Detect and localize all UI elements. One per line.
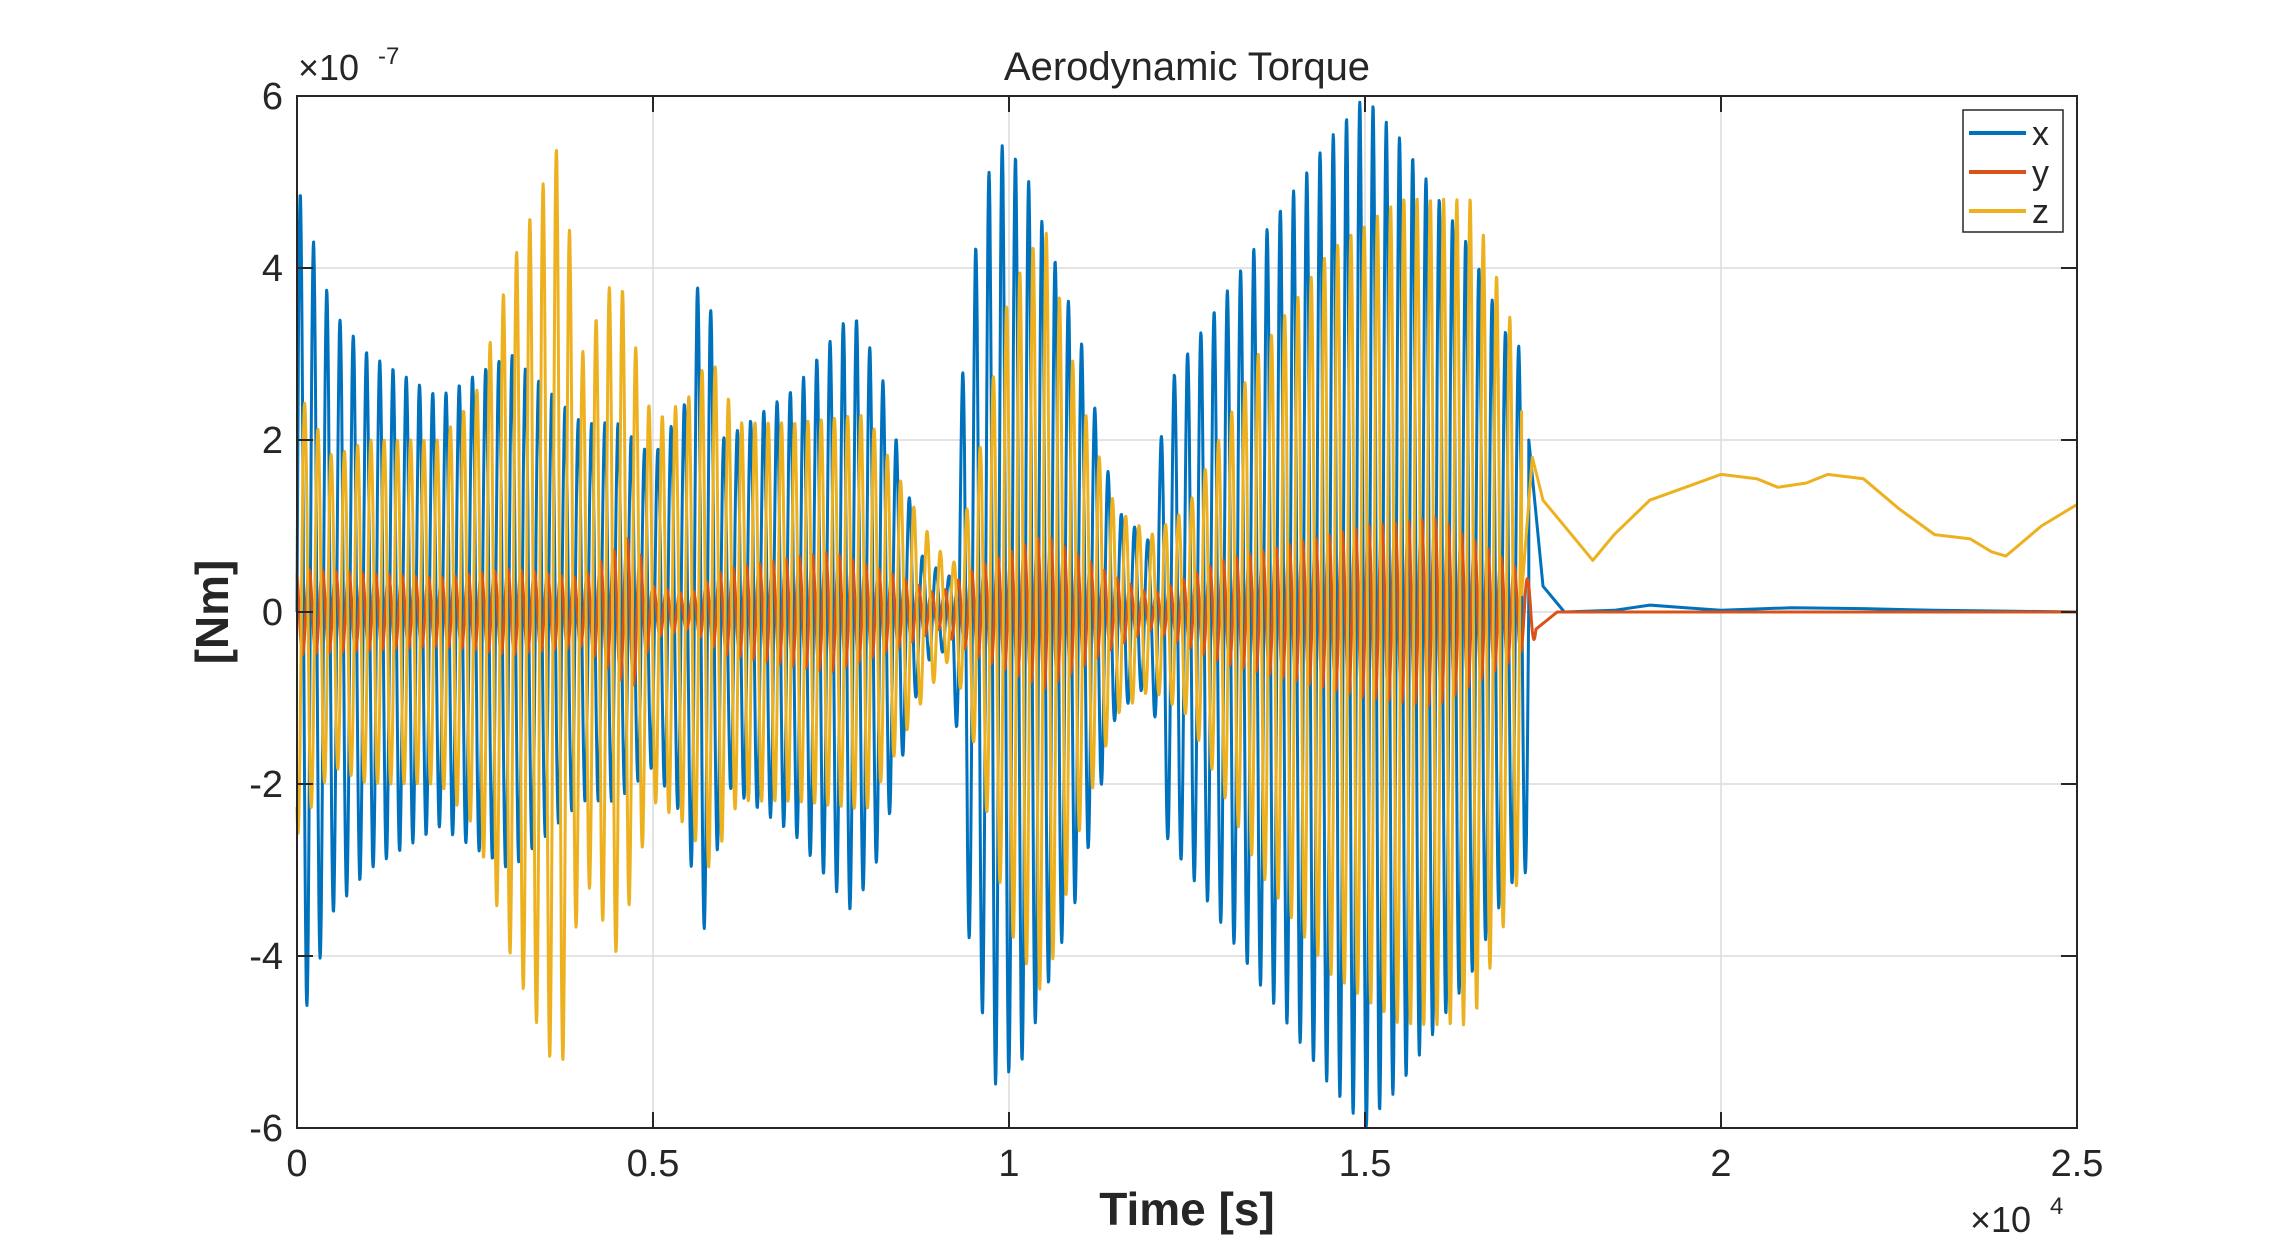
x-axis-exponent: ×10 4 xyxy=(1970,1193,2063,1240)
x-tick-label: 0 xyxy=(286,1143,307,1185)
y-tick-label: 2 xyxy=(262,420,283,462)
y-axis-exponent: ×10 -7 xyxy=(298,43,399,88)
x-tick-label: 1 xyxy=(998,1143,1019,1185)
x-tick-label: 2 xyxy=(1710,1143,1731,1185)
y-tick-label: -4 xyxy=(249,936,283,978)
series-line-z xyxy=(295,148,2078,1061)
x-exponent-base: ×10 xyxy=(1970,1199,2031,1240)
tick-marks xyxy=(296,95,2078,1129)
series-line-x xyxy=(295,100,2078,1128)
legend-label-x: x xyxy=(2032,115,2049,153)
legend: x y z xyxy=(1962,109,2064,233)
x-tick-label: 1.5 xyxy=(1339,1143,1392,1185)
y-axis-label: [Nm] xyxy=(186,560,238,665)
y-tick-label: 0 xyxy=(262,592,283,634)
y-exponent-power: -7 xyxy=(378,43,399,70)
x-exponent-power: 4 xyxy=(2050,1193,2063,1220)
y-exponent-base: ×10 xyxy=(298,47,359,88)
legend-label-y: y xyxy=(2032,154,2049,192)
chart-title: Aerodynamic Torque xyxy=(1004,45,1370,89)
x-tick-label: 2.5 xyxy=(2051,1143,2104,1185)
y-tick-label: 4 xyxy=(262,248,283,290)
series-layer xyxy=(295,100,2078,1128)
x-axis-label: Time [s] xyxy=(1099,1183,1275,1235)
legend-label-z: z xyxy=(2032,193,2049,231)
y-tick-label: -6 xyxy=(249,1108,283,1150)
tick-labels: 0 0.5 1 1.5 2 2.5 -6 -4 -2 0 2 4 6 xyxy=(249,76,2103,1185)
y-tick-label: 6 xyxy=(262,76,283,118)
x-tick-label: 0.5 xyxy=(627,1143,680,1185)
y-tick-label: -2 xyxy=(249,764,283,806)
